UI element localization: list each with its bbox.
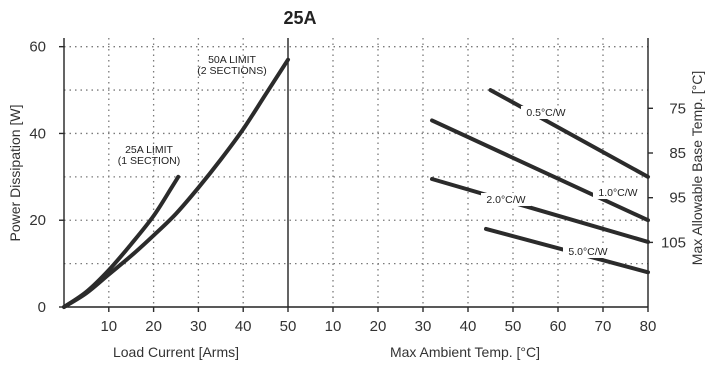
right-y-tick-label: 75	[669, 100, 686, 117]
left-y-tick-label: 60	[29, 39, 46, 56]
x-tick-label-left: 40	[235, 318, 252, 335]
series	[62, 57, 650, 309]
line-2-0-cw-label-bg	[481, 193, 531, 206]
curve-25a-limit	[62, 174, 181, 309]
x-tick-label-right: 10	[325, 318, 342, 335]
x-tick-label-right: 50	[505, 318, 522, 335]
label-50a-limit-line-1: 50A LIMIT	[208, 54, 256, 66]
right-x-axis-title: Max Ambient Temp. [°C]	[390, 344, 540, 360]
line-2-0-cw	[430, 177, 650, 244]
label-50a-limit-line-2: (2 SECTIONS)	[197, 65, 266, 77]
left-x-axis-title: Load Current [Arms]	[113, 344, 239, 360]
chart-title: 25A	[283, 8, 316, 28]
x-tick-label-right: 70	[595, 318, 612, 335]
x-tick-label-left: 10	[100, 318, 117, 335]
line-5-0-cw-label: 5.0°C/W	[568, 246, 607, 258]
x-tick-label-right: 40	[460, 318, 477, 335]
line-0-5-cw	[488, 88, 650, 179]
x-tick-label-left: 30	[190, 318, 207, 335]
grid	[64, 38, 648, 307]
labels: 0 20 40 60 75 85 95 105 10 20 30 40 50 10 20 30 40 50 60 70…	[7, 39, 705, 360]
curve-50a-limit	[62, 57, 290, 309]
x-tick-label-left: 20	[145, 318, 162, 335]
label-25a-limit-line-2: (1 SECTION)	[118, 155, 180, 167]
right-y-axis-title: Max Allowable Base Temp. [°C]	[689, 71, 705, 265]
line-0-5-cw-label: 0.5°C/W	[526, 107, 565, 119]
line-1-0-cw-label-bg	[593, 186, 643, 199]
left-y-tick-label: 40	[29, 125, 46, 142]
left-y-tick-label: 20	[29, 212, 46, 229]
right-y-tick-label: 85	[669, 145, 686, 162]
line-1-0-cw-label: 1.0°C/W	[598, 187, 637, 199]
right-y-tick-label: 105	[661, 234, 686, 251]
left-y-axis-title: Power Dissipation [W]	[7, 105, 23, 242]
x-tick-label-right: 80	[640, 318, 657, 335]
line-1-0-cw	[430, 118, 650, 223]
x-tick-label-right: 60	[550, 318, 567, 335]
label-25a-limit-line-1: 25A LIMIT	[125, 144, 173, 156]
line-5-0-cw-label-bg	[563, 245, 613, 258]
x-tick-label-right: 20	[370, 318, 387, 335]
left-y-tick-label: 0	[38, 299, 46, 316]
right-y-tick-label: 95	[669, 190, 686, 207]
axes	[59, 38, 653, 312]
x-tick-label-right: 30	[415, 318, 432, 335]
line-0-5-cw-label-bg	[521, 106, 571, 119]
x-tick-label-left: 50	[280, 318, 297, 335]
line-2-0-cw-label: 2.0°C/W	[486, 194, 525, 206]
